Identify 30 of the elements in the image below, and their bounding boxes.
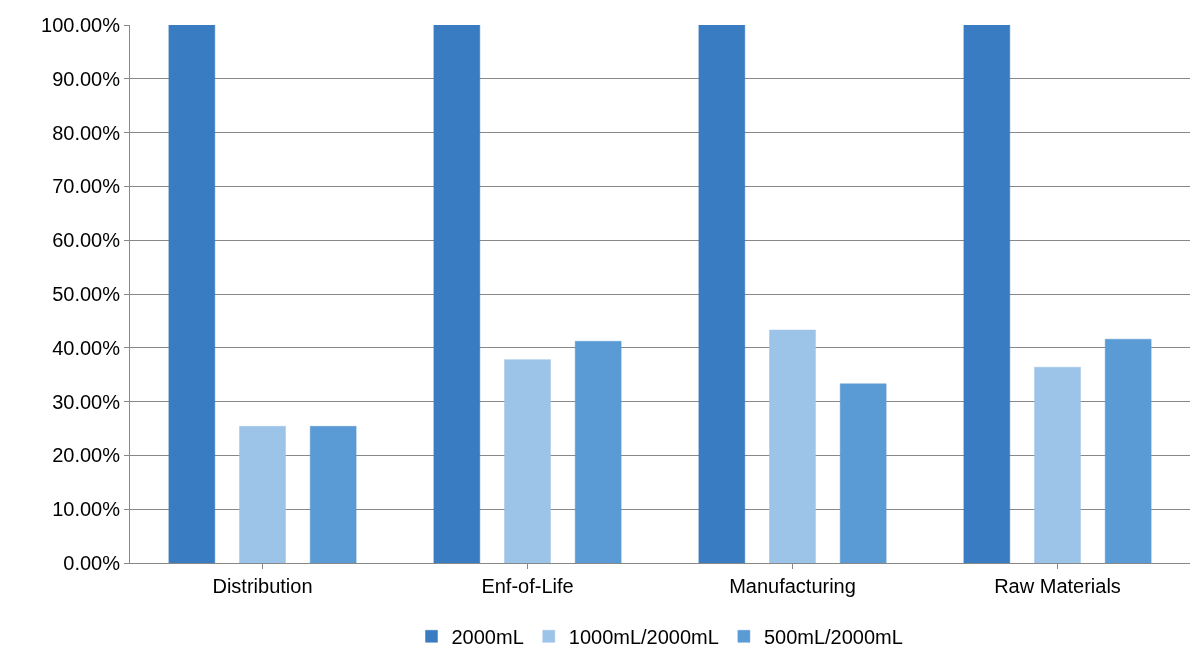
bar (309, 426, 357, 563)
bar (239, 426, 286, 563)
y-tick-label: 70.00% (52, 175, 121, 198)
y-tick-label: 10.00% (52, 498, 121, 521)
y-tick-label: 40.00% (52, 336, 121, 359)
y-tick-label: 50.00% (52, 283, 121, 305)
bar (168, 25, 216, 563)
bar (839, 383, 887, 563)
bar (1034, 366, 1081, 563)
y-tick-label: 0.00% (63, 552, 121, 574)
bar (433, 25, 481, 563)
bar (574, 341, 622, 563)
y-tick-label: 100.00% (41, 14, 121, 36)
x-tick-label: Enf-of-Life (481, 575, 574, 597)
x-tick-label: Distribution (212, 575, 313, 597)
bar (698, 25, 746, 563)
legend-label: 2000mL (451, 626, 524, 649)
bar (963, 25, 1011, 563)
y-tick-label: 90.00% (52, 67, 121, 90)
legend-label: 500mL/2000mL (763, 626, 903, 649)
y-tick-label: 30.00% (52, 390, 121, 413)
y-tick-label: 20.00% (52, 444, 121, 467)
x-tick-label: Raw Materials (994, 575, 1121, 597)
bar (1104, 338, 1152, 563)
bar (769, 329, 816, 563)
bar (504, 359, 551, 563)
legend-label: 1000mL/2000mL (568, 626, 719, 649)
y-tick-label: 60.00% (52, 229, 121, 252)
x-tick-label: Manufacturing (729, 575, 856, 597)
y-tick-label: 80.00% (52, 121, 121, 144)
